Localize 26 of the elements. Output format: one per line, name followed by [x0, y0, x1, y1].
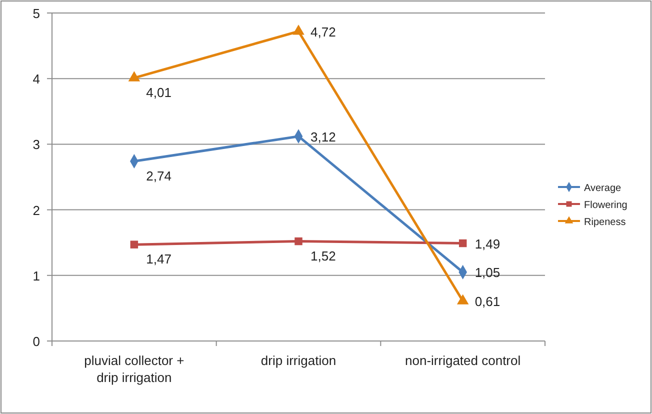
- y-tick-label: 4: [32, 72, 40, 87]
- x-tick-label: non-irrigated control: [405, 353, 521, 368]
- data-label: 4,01: [146, 84, 172, 100]
- point: [128, 71, 140, 82]
- data-label: 1,52: [310, 248, 336, 264]
- point: [292, 24, 304, 35]
- data-label: 0,61: [474, 294, 500, 309]
- legend-label: Ripeness: [584, 217, 626, 228]
- data-label: 3,12: [310, 129, 336, 144]
- data-label: 4,72: [310, 24, 336, 40]
- y-tick-label: 1: [32, 268, 40, 284]
- data-label: 2,74: [146, 168, 172, 184]
- y-tick-label: 3: [32, 137, 40, 152]
- point: [458, 239, 467, 248]
- data-label: 1,49: [474, 236, 500, 252]
- y-tick-label: 0: [32, 334, 40, 349]
- data-label: 1,05: [474, 265, 500, 280]
- x-tick-label: drip irrigation: [260, 353, 336, 368]
- point: [294, 237, 302, 246]
- point: [130, 240, 138, 248]
- x-tick-label: pluvial collector + drip irrigation: [84, 353, 184, 385]
- y-tick-label: 2: [32, 202, 40, 218]
- legend-label: Flowering: [584, 200, 628, 211]
- legend-label: Average: [584, 183, 622, 194]
- data-label: 1,47: [146, 252, 172, 267]
- y-tick-label: 5: [32, 6, 40, 21]
